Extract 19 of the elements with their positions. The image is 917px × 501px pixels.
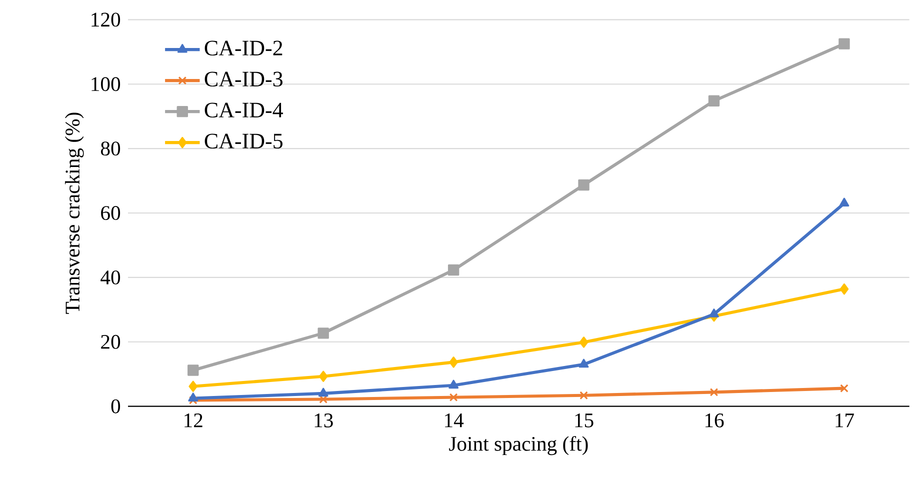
x-tick-label: 17	[836, 414, 854, 428]
x-tick-label: 16	[705, 414, 724, 428]
x-tick-label: 13	[314, 414, 333, 428]
x-tick-label: 15	[575, 414, 594, 428]
y-tick-label: 80	[100, 142, 120, 156]
y-tick-label: 60	[101, 206, 120, 220]
y-tick-label: 40	[100, 270, 120, 284]
y-tick-label: 0	[111, 399, 120, 414]
x-tick-label: 12	[184, 414, 202, 428]
y-tick-label: 20	[101, 334, 120, 349]
y-tick-label: 100	[92, 77, 120, 92]
y-axis-title: Transverse cracking (%)	[65, 112, 84, 314]
y-tick-label: 120	[92, 12, 120, 27]
x-tick-label: 14	[445, 414, 464, 428]
legend-label: CA-ID-3	[204, 72, 282, 87]
legend-label: CA-ID-5	[204, 134, 282, 149]
legend-label: CA-ID-2	[204, 40, 282, 56]
x-axis-title: Joint spacing (ft)	[449, 436, 588, 456]
legend-label: CA-ID-4	[204, 102, 283, 118]
